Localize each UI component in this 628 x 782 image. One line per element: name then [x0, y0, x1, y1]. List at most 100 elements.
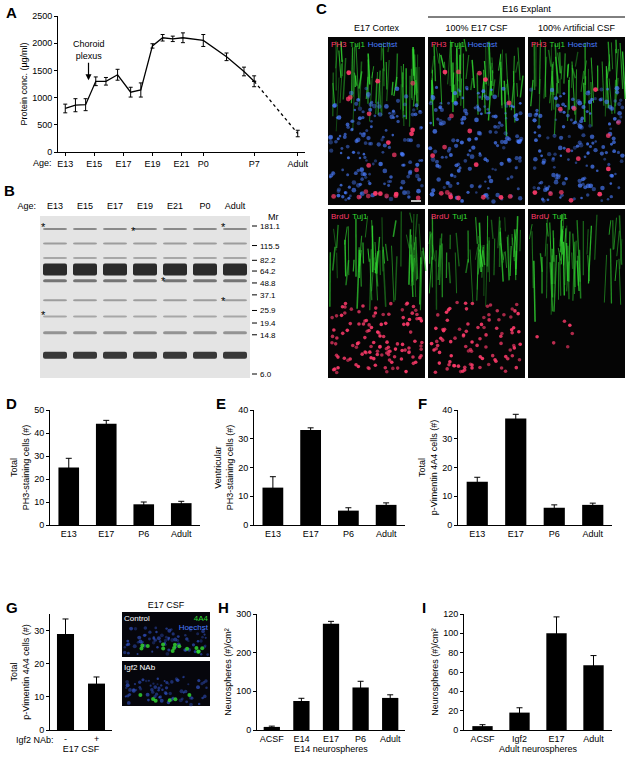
svg-text:19.4: 19.4 — [260, 319, 276, 328]
svg-text:14.8: 14.8 — [260, 331, 276, 340]
svg-text:TotalPH3-staining cells (#): TotalPH3-staining cells (#) — [9, 425, 31, 511]
svg-text:25.9: 25.9 — [260, 306, 276, 315]
svg-text:E13: E13 — [47, 201, 63, 211]
svg-text:E13: E13 — [265, 529, 281, 539]
svg-text:E14: E14 — [293, 734, 309, 744]
svg-text:E17: E17 — [303, 529, 319, 539]
svg-text:10: 10 — [34, 692, 44, 702]
svg-text:PH3Tuj1Hoechst: PH3Tuj1Hoechst — [431, 40, 498, 49]
svg-text:100% E17 CSF: 100% E17 CSF — [445, 23, 508, 33]
svg-text:Adult: Adult — [225, 201, 246, 211]
svg-text:0: 0 — [246, 725, 251, 735]
svg-text:2000: 2000 — [32, 38, 52, 48]
svg-text:Age:: Age: — [17, 201, 36, 211]
svg-text:2500: 2500 — [32, 11, 52, 21]
svg-text:BrdUTuj1: BrdUTuj1 — [431, 212, 468, 221]
svg-text:Neurospheres (#)/cm²: Neurospheres (#)/cm² — [223, 628, 233, 716]
svg-text:G: G — [6, 599, 18, 616]
svg-text:*: * — [41, 309, 46, 321]
svg-text:64.2: 64.2 — [260, 267, 276, 276]
svg-text:D: D — [6, 395, 17, 412]
svg-text:A: A — [6, 4, 17, 21]
svg-text:E17 CSF: E17 CSF — [63, 744, 100, 754]
svg-text:Mr: Mr — [268, 212, 279, 222]
svg-text:0: 0 — [39, 725, 44, 735]
svg-text:E21: E21 — [167, 201, 183, 211]
svg-text:E17: E17 — [115, 159, 131, 169]
svg-text:300: 300 — [236, 609, 251, 619]
svg-text:500: 500 — [37, 120, 52, 130]
svg-text:E19: E19 — [144, 159, 160, 169]
svg-text:48.8: 48.8 — [260, 279, 276, 288]
svg-text:4A4: 4A4 — [194, 614, 209, 623]
svg-text:100% Artificial CSF: 100% Artificial CSF — [538, 23, 616, 33]
svg-text:H: H — [218, 599, 229, 616]
svg-text:1000: 1000 — [32, 93, 52, 103]
svg-text:PH3Tuj1Hoechst: PH3Tuj1Hoechst — [331, 40, 398, 49]
svg-text:E17: E17 — [548, 734, 564, 744]
svg-text:*: * — [221, 295, 226, 307]
svg-text:+: + — [94, 734, 99, 744]
svg-text:6.0: 6.0 — [260, 370, 272, 379]
svg-text:I: I — [422, 599, 426, 616]
svg-text:E15: E15 — [86, 159, 102, 169]
svg-text:10: 10 — [34, 497, 44, 507]
svg-text:20: 20 — [34, 474, 44, 484]
svg-text:40: 40 — [34, 428, 44, 438]
svg-text:E15: E15 — [77, 201, 93, 211]
svg-text:80: 80 — [448, 648, 458, 658]
svg-text:E13: E13 — [61, 529, 77, 539]
svg-text:P6: P6 — [343, 529, 354, 539]
svg-text:E19: E19 — [137, 201, 153, 211]
svg-text:37.1: 37.1 — [260, 291, 276, 300]
svg-text:Neurospheres (#)/cm²: Neurospheres (#)/cm² — [430, 628, 440, 716]
svg-text:20: 20 — [238, 463, 248, 473]
svg-text:40: 40 — [238, 405, 248, 415]
svg-text:0: 0 — [39, 520, 44, 530]
svg-text:40: 40 — [448, 686, 458, 696]
svg-text:*: * — [41, 221, 46, 233]
svg-text:100: 100 — [236, 686, 251, 696]
svg-text:60: 60 — [448, 667, 458, 677]
svg-text:181.1: 181.1 — [260, 222, 281, 231]
svg-text:Totalp-Vimentin 4A4 cells (#): Totalp-Vimentin 4A4 cells (#) — [9, 624, 31, 719]
svg-text:E17 Cortex: E17 Cortex — [354, 23, 400, 33]
svg-text:P6: P6 — [355, 734, 366, 744]
svg-text:Adult: Adult — [582, 529, 603, 539]
svg-text:200: 200 — [236, 648, 251, 658]
svg-text:Hoechst: Hoechst — [179, 623, 209, 632]
svg-text:*: * — [131, 225, 136, 237]
svg-text:0: 0 — [453, 725, 458, 735]
svg-text:Choroidplexus: Choroidplexus — [73, 39, 105, 61]
svg-text:B: B — [4, 182, 15, 199]
svg-text:10: 10 — [442, 491, 452, 501]
svg-text:BrdUTuj1: BrdUTuj1 — [531, 212, 568, 221]
svg-text:E16 Explant: E16 Explant — [502, 4, 551, 14]
svg-text:100: 100 — [443, 628, 458, 638]
svg-text:E14 neurospheres: E14 neurospheres — [294, 744, 368, 754]
svg-text:120: 120 — [443, 609, 458, 619]
svg-text:P6: P6 — [549, 529, 560, 539]
svg-text:20: 20 — [448, 706, 458, 716]
svg-text:F: F — [418, 395, 427, 412]
svg-text:E13: E13 — [57, 159, 73, 169]
svg-text:E17: E17 — [107, 201, 123, 211]
svg-text:30: 30 — [442, 434, 452, 444]
svg-text:30: 30 — [34, 626, 44, 636]
svg-text:P6: P6 — [138, 529, 149, 539]
svg-text:Adult: Adult — [287, 159, 308, 169]
svg-text:VentricularPH3-staining cells: VentricularPH3-staining cells (#) — [213, 425, 235, 511]
svg-text:PH3Tuj1Hoechst: PH3Tuj1Hoechst — [531, 40, 598, 49]
svg-text:Totalp-Vimentin 4A4 cells (#): Totalp-Vimentin 4A4 cells (#) — [417, 420, 439, 515]
svg-text:20: 20 — [34, 659, 44, 669]
svg-text:Igf2: Igf2 — [512, 734, 527, 744]
svg-text:30: 30 — [34, 451, 44, 461]
svg-text:50: 50 — [34, 405, 44, 415]
svg-text:115.5: 115.5 — [260, 242, 280, 251]
svg-text:P0: P0 — [198, 159, 209, 169]
svg-text:Adult: Adult — [380, 734, 401, 744]
svg-text:1500: 1500 — [32, 66, 52, 76]
svg-text:E: E — [216, 395, 226, 412]
svg-text:30: 30 — [238, 434, 248, 444]
svg-text:Igf2 NAb: Igf2 NAb — [124, 663, 156, 672]
